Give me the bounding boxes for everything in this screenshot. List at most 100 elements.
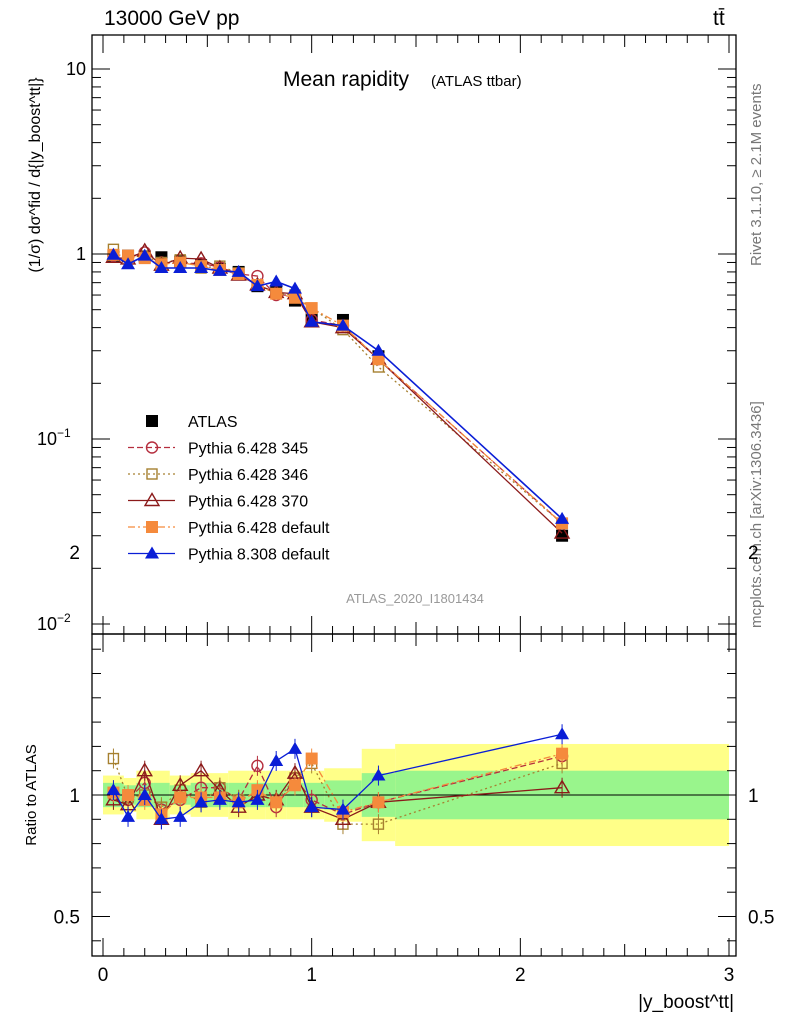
legend-label: Pythia 8.308 default — [188, 547, 330, 564]
ratio-point — [555, 727, 570, 740]
legend-entry: Pythia 8.308 default — [128, 546, 330, 564]
y-axis-label-ratio: Ratio to ATLAS — [23, 744, 40, 845]
ratio-point — [556, 747, 569, 760]
data-point — [555, 511, 570, 524]
legend-entry: Pythia 6.428 370 — [128, 492, 308, 511]
data-point — [287, 281, 302, 294]
main-subtitle: (ATLAS ttbar) — [431, 73, 522, 90]
ratio-point — [192, 762, 210, 777]
legend-marker — [145, 546, 159, 559]
data-point — [335, 318, 350, 331]
ratio-point — [334, 810, 352, 825]
x-axis-label: |y_boost^tt| — [638, 992, 734, 1013]
x-tick-label: 0 — [98, 965, 109, 986]
analysis-label: ATLAS_2020_I1801434 — [346, 591, 484, 606]
ratio-point — [288, 779, 301, 792]
legend-entry: ATLAS — [146, 414, 238, 431]
ratio-point — [105, 791, 122, 806]
data-point — [305, 302, 318, 315]
ratio-point — [287, 741, 302, 754]
main-series-group — [105, 242, 571, 542]
data-point — [304, 314, 319, 327]
ratio-series-group — [105, 724, 571, 835]
y-axis-label-main: (1/σ) dσ^fid / d{|y_boost^tt|} — [27, 77, 44, 273]
axis-ticks — [92, 35, 736, 956]
legend-marker — [145, 441, 159, 454]
legend-label: ATLAS — [188, 414, 238, 431]
data-point — [270, 287, 283, 300]
data-point — [371, 343, 386, 356]
process-label: tt̄ — [713, 7, 725, 30]
tick-exponent: −2 — [57, 611, 71, 625]
data-point — [553, 524, 571, 539]
data-point — [122, 249, 135, 262]
data-point — [121, 257, 136, 270]
ratio-point — [250, 792, 265, 805]
y-tick-label-ratio-left: 0.5 — [54, 908, 80, 929]
y-axis-label-main-text: (1/σ) dσ^fid / d{|y_boost^tt|} — [27, 77, 44, 273]
legend-label: Pythia 6.428 346 — [188, 467, 308, 484]
y-axis-label-ratio-text: Ratio to ATLAS — [23, 744, 40, 845]
legend-marker — [146, 415, 158, 427]
data-point — [212, 263, 227, 276]
data-point — [173, 261, 188, 274]
data-point — [250, 279, 265, 292]
ratio-point — [270, 796, 283, 809]
ratio-point — [305, 752, 318, 765]
y-tick-label-main: 10 — [66, 59, 86, 79]
y-tick-label-main: 1 — [76, 244, 86, 264]
series-line-main — [113, 254, 563, 524]
main-title: Mean rapidity — [283, 68, 410, 91]
legend-label: Pythia 6.428 345 — [188, 441, 308, 458]
legend-marker — [146, 521, 158, 533]
ratio-point — [212, 792, 227, 805]
ratio-point — [174, 791, 187, 804]
x-tick-label: 1 — [306, 965, 317, 986]
y-tick-label-ratio-right: 1 — [748, 786, 759, 807]
ratio-point — [106, 783, 121, 796]
energy-label: 13000 GeV pp — [104, 7, 240, 30]
data-point — [556, 529, 569, 542]
y-tick-label-ratio-left: 1 — [69, 786, 80, 807]
ratio-point — [251, 759, 264, 773]
y-tick-label-ratio-right: 0.5 — [748, 908, 774, 929]
ratio-point — [371, 768, 386, 781]
ratio-point — [107, 752, 120, 765]
x-tick-label: 3 — [724, 965, 735, 986]
legend: ATLAS Pythia 6.428 345 Pythia 6.428 346 Pyt… — [128, 414, 330, 564]
legend-label: Pythia 6.428 default — [188, 520, 330, 537]
y-tick-label-main: 10−2 — [37, 611, 71, 634]
series-line-main — [112, 254, 563, 520]
data-point — [269, 274, 284, 287]
data-point — [106, 247, 121, 260]
y-tick-label-ratio-right: 2 — [748, 543, 759, 564]
ratio-point — [372, 796, 385, 809]
ratio-point — [122, 789, 135, 801]
ratio-point — [136, 762, 153, 777]
ratio-point — [137, 788, 152, 800]
ratio-point — [194, 795, 209, 808]
legend-marker — [146, 468, 158, 480]
ratio-point — [372, 818, 385, 830]
y-tick-label-ratio-left: 2 — [69, 543, 80, 564]
ratio-point — [121, 809, 136, 822]
ratio-point — [553, 779, 571, 794]
x-tick-label: 2 — [515, 965, 526, 986]
ratio-point — [335, 802, 350, 815]
data-point — [231, 264, 246, 277]
series-line-main — [113, 250, 563, 534]
tick-exponent: −1 — [57, 426, 71, 440]
legend-marker — [143, 492, 161, 507]
data-point — [137, 248, 152, 261]
y-tick-label-main: 10−1 — [37, 426, 71, 449]
legend-entry: Pythia 6.428 346 — [128, 467, 308, 484]
ratio-point — [231, 795, 246, 808]
data-point — [154, 261, 169, 274]
series-line-main — [113, 248, 563, 524]
ratio-point — [304, 800, 319, 813]
main-plot-frame — [91, 34, 737, 635]
legend-label: Pythia 6.428 370 — [188, 494, 308, 511]
legend-entry: Pythia 6.428 default — [128, 520, 330, 537]
data-point — [194, 261, 209, 274]
